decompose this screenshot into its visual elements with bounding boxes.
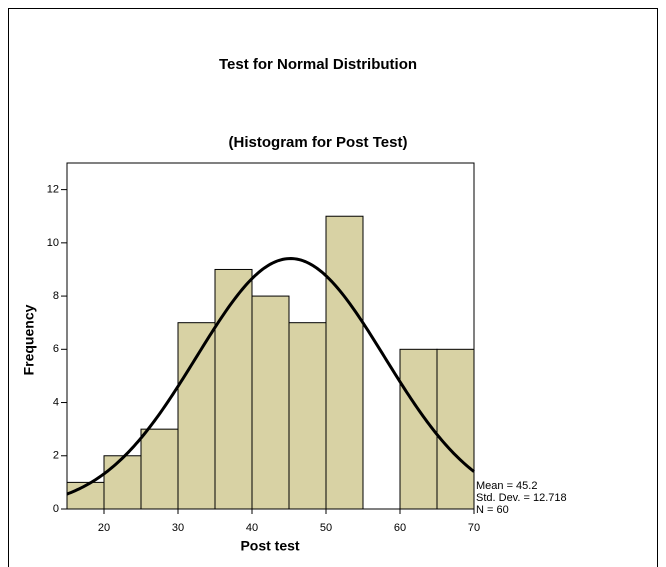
bar <box>251 295 290 510</box>
stat-label: Mean = 45.2 <box>476 480 537 492</box>
normal-curve <box>66 257 475 496</box>
y-tick-label: 8 <box>53 290 59 302</box>
y-tick-label: 0 <box>53 503 59 515</box>
stat-label: Std. Dev. = 12.718 <box>476 492 567 504</box>
y-tick-label: 4 <box>53 396 59 408</box>
x-tick-label: 50 <box>320 522 332 534</box>
bar <box>103 455 142 510</box>
bar <box>140 428 179 510</box>
frame <box>8 8 658 567</box>
chart-subtitle: (Histogram for Post Test) <box>229 134 408 151</box>
x-tick-label: 60 <box>394 522 406 534</box>
x-tick-label: 40 <box>246 522 258 534</box>
bar <box>214 268 253 510</box>
bar <box>177 322 216 510</box>
x-axis-label: Post test <box>240 538 299 554</box>
bar <box>325 215 364 510</box>
y-tick-label: 6 <box>53 343 59 355</box>
bar <box>288 322 327 510</box>
x-tick-label: 20 <box>98 522 110 534</box>
y-tick-label: 10 <box>47 237 59 249</box>
bar <box>436 348 475 510</box>
x-tick-label: 30 <box>172 522 184 534</box>
stat-label: N = 60 <box>476 504 509 516</box>
chart-title: Test for Normal Distribution <box>219 56 417 73</box>
bar <box>399 348 438 510</box>
y-axis-label: Frequency <box>21 304 37 375</box>
x-tick-label: 70 <box>468 522 480 534</box>
y-tick-label: 2 <box>53 450 59 462</box>
y-tick-label: 12 <box>47 184 59 196</box>
